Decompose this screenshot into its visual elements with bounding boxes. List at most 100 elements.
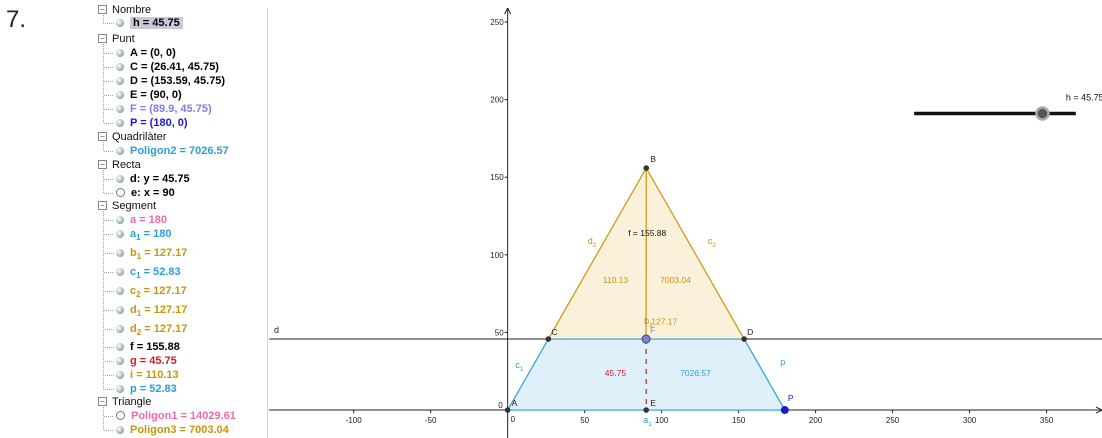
algebra-item-text[interactable]: A = (0, 0) (130, 47, 176, 59)
algebra-item[interactable]: p = 52.83 (116, 383, 177, 396)
algebra-item[interactable]: Poligon1 = 14029.61 (116, 410, 236, 423)
visibility-on-icon[interactable] (116, 249, 124, 257)
label-c: C (551, 327, 557, 337)
visibility-on-icon[interactable] (116, 357, 124, 365)
category-quadrilàter[interactable]: − Quadrilàter (98, 131, 166, 144)
visibility-on-icon[interactable] (116, 19, 124, 27)
category-triangle[interactable]: − Triangle (98, 396, 151, 409)
tree-connector (103, 44, 114, 110)
visibility-on-icon[interactable] (116, 63, 124, 71)
algebra-item[interactable]: h = 45.75 (116, 17, 183, 30)
item-value: = 127.17 (141, 304, 188, 316)
algebra-item[interactable]: P = (180, 0) (116, 117, 188, 130)
algebra-item[interactable]: e: x = 90 (116, 187, 175, 200)
algebra-item-text[interactable]: h = 45.75 (130, 17, 183, 29)
visibility-on-icon[interactable] (116, 426, 124, 434)
tree-connector (103, 211, 114, 376)
algebra-item[interactable]: d2 = 127.17 (116, 323, 187, 337)
algebra-item-text[interactable]: d2 = 127.17 (130, 323, 187, 337)
algebra-item[interactable]: E = (90, 0) (116, 89, 182, 102)
h-slider[interactable]: h = 45.75 (914, 93, 1102, 121)
item-name: E = (90, 0) (130, 89, 182, 101)
x-tick-label: -50 (425, 416, 437, 425)
algebra-item-text[interactable]: e: x = 90 (131, 187, 175, 199)
visibility-on-icon[interactable] (116, 268, 124, 276)
collapse-toggle-icon[interactable]: − (98, 132, 107, 141)
algebra-item-text[interactable]: f = 155.88 (130, 341, 180, 353)
visibility-on-icon[interactable] (116, 49, 124, 57)
visibility-on-icon[interactable] (116, 287, 124, 295)
algebra-item-text[interactable]: c1 = 52.83 (130, 266, 181, 280)
algebra-item[interactable]: a1 = 180 (116, 228, 171, 242)
category-segment[interactable]: − Segment (98, 200, 156, 213)
algebra-item-text[interactable]: b1 = 127.17 (130, 247, 187, 261)
algebra-item[interactable]: f = 155.88 (116, 341, 180, 354)
algebra-item[interactable]: d: y = 45.75 (116, 173, 190, 186)
algebra-item[interactable]: Poligon2 = 7026.57 (116, 145, 229, 158)
algebra-item[interactable]: F = (89.9, 45.75) (116, 103, 212, 116)
visibility-on-icon[interactable] (116, 385, 124, 393)
label-c2: c2 (708, 236, 717, 249)
algebra-item-text[interactable]: g = 45.75 (130, 355, 177, 367)
category-recta[interactable]: − Recta (98, 159, 141, 172)
algebra-item[interactable]: i = 110.13 (116, 369, 179, 382)
view-divider[interactable] (267, 8, 268, 438)
visibility-on-icon[interactable] (116, 371, 124, 379)
collapse-toggle-icon[interactable]: − (98, 397, 107, 406)
item-value: = 127.17 (140, 285, 187, 297)
algebra-item-text[interactable]: d1 = 127.17 (130, 304, 188, 318)
visibility-on-icon[interactable] (116, 105, 124, 113)
collapse-toggle-icon[interactable]: − (98, 5, 107, 14)
algebra-item[interactable]: D = (153.59, 45.75) (116, 75, 225, 88)
visibility-on-icon[interactable] (116, 91, 124, 99)
collapse-toggle-icon[interactable]: − (98, 34, 107, 43)
algebra-item-text[interactable]: a1 = 180 (130, 228, 171, 242)
visibility-on-icon[interactable] (116, 216, 124, 224)
category-punt[interactable]: − Punt (98, 33, 135, 46)
visibility-on-icon[interactable] (116, 306, 124, 314)
algebra-item-text[interactable]: a = 180 (130, 214, 167, 226)
category-label: Quadrilàter (112, 131, 167, 143)
algebra-item[interactable]: A = (0, 0) (116, 47, 176, 60)
collapse-toggle-icon[interactable]: − (98, 201, 107, 210)
algebra-item[interactable]: g = 45.75 (116, 355, 177, 368)
slider-knob[interactable] (1035, 106, 1050, 121)
visibility-off-icon[interactable] (116, 411, 125, 420)
algebra-item-text[interactable]: Poligon3 = 7003.04 (130, 424, 229, 436)
algebra-item-text[interactable]: C = (26.41, 45.75) (130, 61, 219, 73)
tree-connector (103, 44, 114, 124)
visibility-on-icon[interactable] (116, 325, 124, 333)
algebra-item-text[interactable]: D = (153.59, 45.75) (130, 75, 225, 87)
visibility-on-icon[interactable] (116, 230, 124, 238)
visibility-off-icon[interactable] (116, 188, 125, 197)
category-label: Nombre (112, 4, 152, 16)
point-c (545, 336, 552, 342)
algebra-item[interactable]: a = 180 (116, 214, 167, 227)
algebra-item-text[interactable]: P = (180, 0) (130, 117, 188, 129)
item-value: = 52.83 (140, 266, 181, 278)
x-tick-label: 0 (511, 415, 516, 424)
algebra-item[interactable]: b1 = 127.17 (116, 247, 187, 261)
algebra-item[interactable]: Poligon3 = 7003.04 (116, 424, 229, 437)
collapse-toggle-icon[interactable]: − (98, 160, 107, 169)
algebra-item[interactable]: C = (26.41, 45.75) (116, 61, 219, 74)
algebra-item-text[interactable]: c2 = 127.17 (130, 285, 187, 299)
algebra-item-text[interactable]: E = (90, 0) (130, 89, 182, 101)
algebra-item-text[interactable]: d: y = 45.75 (130, 173, 190, 185)
category-nombre[interactable]: − Nombre (98, 4, 151, 17)
algebra-item[interactable]: c1 = 52.83 (116, 266, 181, 280)
algebra-item[interactable]: c2 = 127.17 (116, 285, 187, 299)
graphics-view[interactable]: -100 -50 0 50 100 150 200 250 300 350 0 50 100 150 200… (269, 8, 1102, 438)
algebra-item[interactable]: d1 = 127.17 (116, 304, 188, 318)
algebra-item-text[interactable]: F = (89.9, 45.75) (130, 103, 212, 115)
item-name: a (130, 228, 137, 240)
algebra-item-text[interactable]: Poligon2 = 7026.57 (130, 145, 229, 157)
visibility-on-icon[interactable] (116, 119, 124, 127)
visibility-on-icon[interactable] (116, 175, 124, 183)
algebra-item-text[interactable]: i = 110.13 (130, 369, 179, 381)
visibility-on-icon[interactable] (116, 77, 124, 85)
algebra-item-text[interactable]: Poligon1 = 14029.61 (131, 410, 236, 422)
algebra-item-text[interactable]: p = 52.83 (130, 383, 177, 395)
visibility-on-icon[interactable] (116, 343, 124, 351)
visibility-on-icon[interactable] (116, 147, 124, 155)
